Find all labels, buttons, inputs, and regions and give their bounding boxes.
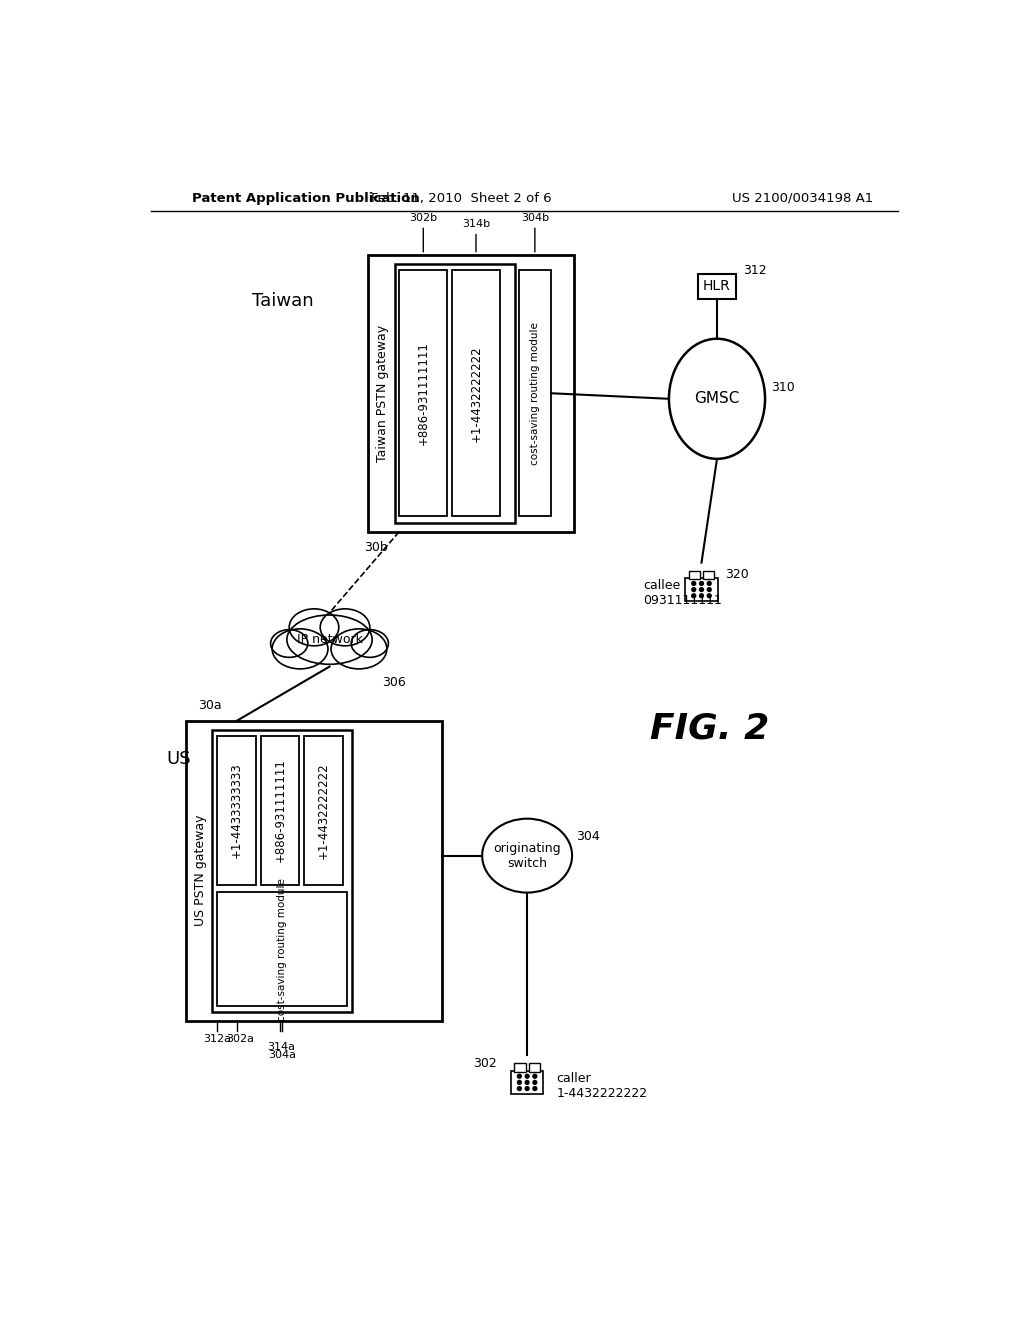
Circle shape [517,1081,521,1084]
Text: US PSTN gateway: US PSTN gateway [194,814,207,927]
Circle shape [517,1074,521,1078]
Text: cost-saving routing module: cost-saving routing module [529,322,540,465]
Text: caller: caller [557,1072,591,1085]
Text: 314b: 314b [462,219,490,228]
Text: FIG. 2: FIG. 2 [649,711,769,746]
Text: 304a: 304a [268,1049,296,1060]
Bar [514,1064,525,1072]
Ellipse shape [351,630,388,657]
Text: +886-931111111: +886-931111111 [273,758,287,862]
Text: 0931111111: 0931111111 [643,594,722,607]
Circle shape [692,594,695,598]
Ellipse shape [321,609,370,645]
Text: IP network: IP network [297,634,362,647]
Ellipse shape [289,609,339,645]
Text: US: US [167,750,191,768]
Text: +1-4432222222: +1-4432222222 [316,762,330,858]
Circle shape [532,1081,537,1084]
Text: 304b: 304b [521,213,549,223]
Text: US 2100/0034198 A1: US 2100/0034198 A1 [731,191,872,205]
Bar [217,892,347,1006]
Text: 306: 306 [382,676,406,689]
Bar [304,737,343,884]
Text: Feb. 11, 2010  Sheet 2 of 6: Feb. 11, 2010 Sheet 2 of 6 [371,191,552,205]
Circle shape [517,1086,521,1090]
Text: 312a: 312a [203,1035,231,1044]
Circle shape [699,582,703,585]
Bar [518,271,551,516]
Text: +886-931111111: +886-931111111 [417,342,430,445]
Text: HLR: HLR [703,280,731,293]
Text: Patent Application Publication: Patent Application Publication [191,191,419,205]
Text: callee: callee [643,579,681,593]
Text: 320: 320 [725,568,749,581]
Bar [369,255,573,532]
Text: 30a: 30a [199,698,222,711]
Text: +1-4432222222: +1-4432222222 [469,345,482,442]
Text: cost-saving routing module: cost-saving routing module [278,878,287,1020]
Text: 302a: 302a [226,1035,254,1044]
Text: Taiwan: Taiwan [252,292,313,310]
Ellipse shape [272,628,328,669]
Circle shape [708,582,712,585]
Text: 302b: 302b [410,213,437,223]
Text: 1-4432222222: 1-4432222222 [557,1086,648,1100]
Circle shape [525,1074,529,1078]
Circle shape [692,582,695,585]
Circle shape [525,1086,529,1090]
Circle shape [708,594,712,598]
Text: 304: 304 [575,830,600,843]
Bar [685,578,718,602]
Circle shape [692,587,695,591]
Circle shape [532,1074,537,1078]
Bar [703,570,715,578]
Bar [528,1064,540,1072]
Circle shape [525,1081,529,1084]
Text: +1-4433333333: +1-4433333333 [230,763,243,858]
Ellipse shape [331,628,387,669]
Text: 302: 302 [473,1056,497,1069]
Circle shape [699,587,703,591]
Text: 312: 312 [743,264,767,277]
Bar [399,271,447,516]
Text: 30b: 30b [364,541,387,554]
Text: GMSC: GMSC [694,391,739,407]
Bar [260,737,299,884]
Bar [688,570,699,578]
Circle shape [708,587,712,591]
Ellipse shape [270,630,308,657]
Text: 314a: 314a [267,1041,296,1052]
Bar [452,271,500,516]
Bar [212,730,352,1011]
Ellipse shape [669,339,765,459]
Text: originating
switch: originating switch [494,842,561,870]
Bar [217,737,256,884]
Bar [698,275,735,298]
Bar [186,721,442,1020]
Bar [394,264,515,523]
Text: Taiwan PSTN gateway: Taiwan PSTN gateway [376,325,389,462]
Ellipse shape [287,615,372,664]
Ellipse shape [482,818,572,892]
Circle shape [532,1086,537,1090]
Text: 310: 310 [771,380,795,393]
Circle shape [699,594,703,598]
Bar [511,1071,544,1094]
